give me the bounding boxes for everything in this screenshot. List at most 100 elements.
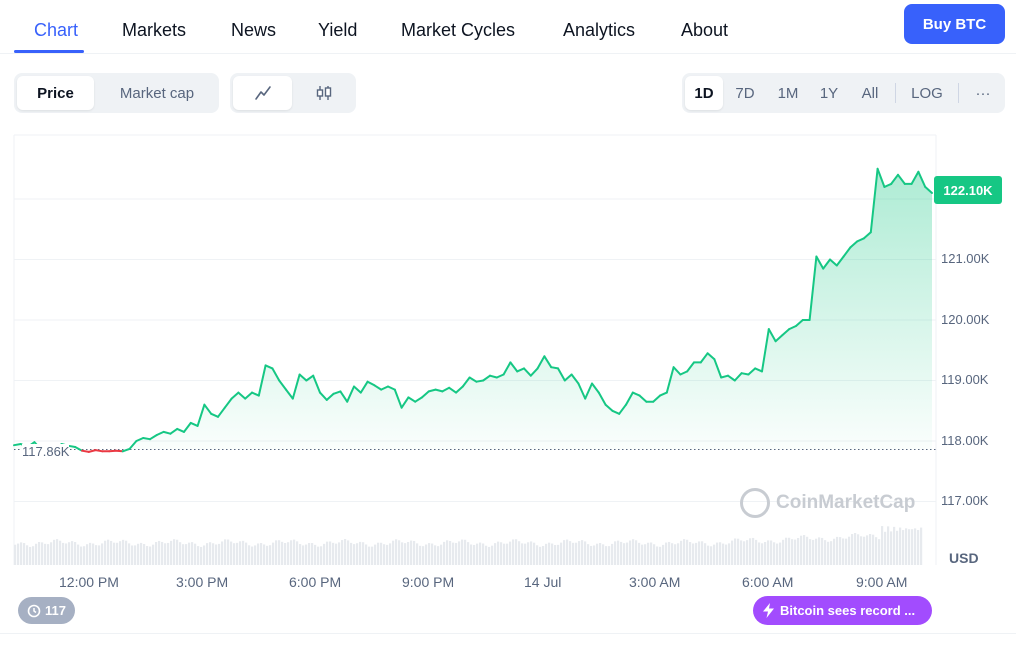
price-line-segment [625, 391, 634, 406]
price-line-segment [74, 446, 83, 452]
volume-bar [800, 535, 803, 565]
history-button[interactable]: 117 [18, 597, 75, 624]
volume-bar [95, 545, 98, 565]
volume-bar [593, 545, 596, 565]
news-event-pill[interactable]: Bitcoin sees record ... [753, 596, 932, 625]
volume-bar [461, 539, 464, 565]
volume-bar [377, 542, 380, 565]
volume-bar [716, 542, 719, 565]
volume-bar [506, 543, 509, 565]
tab-markets[interactable]: Markets [122, 20, 187, 40]
tab-about[interactable]: About [681, 20, 729, 40]
buy-btc-button[interactable]: Buy BTC [904, 4, 1005, 44]
volume-bar [266, 545, 269, 565]
price-line-segment [897, 173, 906, 185]
volume-bar [524, 543, 527, 565]
range-all-button[interactable]: All [861, 84, 879, 102]
volume-bar [275, 540, 278, 565]
tab-news[interactable]: News [231, 20, 277, 40]
volume-bar [440, 544, 443, 565]
volume-bar [494, 543, 497, 565]
range-1m-button[interactable]: 1M [777, 84, 799, 102]
candlestick-icon [316, 86, 331, 100]
volume-bar [467, 542, 470, 565]
volume-bar [320, 546, 323, 565]
volume-bar [110, 540, 113, 565]
volume-bar [341, 540, 344, 565]
price-line-segment [822, 258, 831, 270]
tab-analytics[interactable]: Analytics [563, 20, 636, 40]
volume-bar [152, 544, 155, 565]
market-cap-toggle-button[interactable]: Market cap [119, 84, 195, 102]
volume-bar [707, 545, 710, 565]
volume-bar [59, 540, 62, 565]
price-toggle-button[interactable]: Price [17, 76, 94, 110]
news-event-text: Bitcoin sees record ... [780, 603, 916, 618]
volume-bar [284, 543, 287, 565]
volume-bar [437, 546, 440, 565]
x-tick-label: 3:00 PM [176, 574, 229, 590]
chart-style-toggle [230, 73, 356, 113]
tab-market-cycles[interactable]: Market Cycles [401, 20, 516, 40]
price-line-segment [189, 421, 199, 427]
price-line-segment [135, 437, 145, 442]
volume-bar [23, 543, 26, 565]
volume-bar [335, 543, 338, 565]
price-line-segment [631, 391, 641, 397]
volume-bar [362, 542, 365, 565]
volume-bar [353, 544, 356, 565]
tab-yield[interactable]: Yield [318, 20, 358, 40]
volume-bar [665, 542, 668, 565]
volume-bar [491, 545, 494, 565]
volume-bar [629, 540, 632, 565]
price-line-segment [604, 403, 614, 412]
volume-bar [122, 539, 125, 565]
volume-bar [776, 543, 779, 565]
volume-bar [839, 537, 842, 565]
volume-bar [698, 541, 701, 565]
volume-bar [146, 546, 149, 565]
price-line-segment [332, 390, 342, 395]
price-line-segment [761, 328, 770, 373]
volume-bar [497, 541, 500, 565]
log-scale-button[interactable]: LOG [911, 84, 943, 102]
time-range-toggle: 1D 7D 1M 1Y All LOG ··· [682, 73, 1005, 113]
more-options-button[interactable]: ··· [975, 84, 991, 102]
volume-bars [14, 526, 923, 565]
volume-bar [302, 545, 305, 565]
volume-bar [560, 542, 563, 565]
volume-bar [227, 539, 230, 565]
volume-bar [626, 542, 629, 565]
volume-bar [662, 544, 665, 565]
volume-bar [290, 540, 293, 565]
volume-bar [641, 544, 644, 565]
volume-bar [518, 541, 521, 565]
volume-bar [257, 543, 260, 565]
lightning-icon [763, 603, 774, 618]
volume-bar [785, 537, 788, 565]
candlestick-chart-button[interactable] [294, 76, 353, 110]
line-chart-button[interactable] [233, 76, 292, 110]
range-7d-button[interactable]: 7D [735, 84, 755, 102]
price-line-segment [883, 182, 893, 188]
price-line-segment [468, 376, 478, 383]
volume-bar [548, 542, 551, 565]
volume-bar [230, 541, 233, 565]
volume-bar [293, 539, 296, 565]
price-line-segment [298, 373, 308, 382]
volume-bar [20, 542, 23, 565]
volume-bar [344, 539, 347, 565]
volume-bar [602, 544, 605, 565]
tab-chart[interactable]: Chart [34, 20, 79, 40]
price-line-segment [652, 394, 661, 403]
volume-bar [38, 542, 41, 565]
volume-bar [104, 540, 107, 565]
range-1y-button[interactable]: 1Y [819, 84, 839, 102]
volume-bar [323, 543, 326, 565]
volume-bar [317, 546, 320, 565]
volume-bar [404, 543, 407, 565]
range-1d-button[interactable]: 1D [685, 76, 723, 110]
volume-bar [443, 541, 446, 565]
volume-bar [833, 538, 836, 565]
volume-bar [191, 542, 194, 565]
